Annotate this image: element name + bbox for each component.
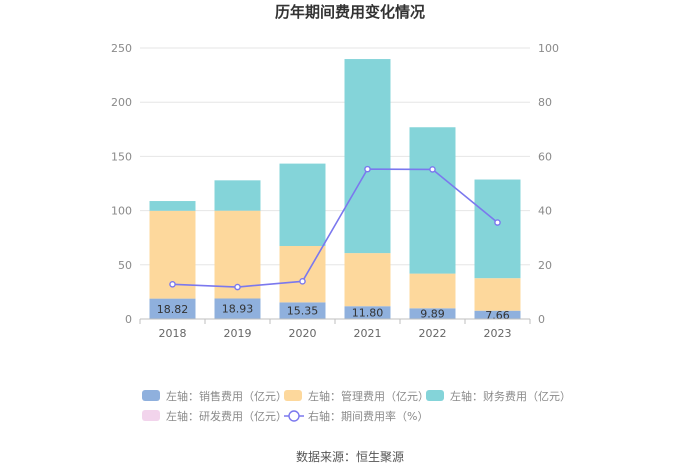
bar-管理费用-2023 <box>474 278 521 311</box>
data-label-2018: 18.82 <box>157 303 189 316</box>
legend-label: 左轴：财务费用（亿元） <box>450 389 571 403</box>
source-note: 数据来源：恒生聚源 <box>296 449 404 464</box>
legend-item-销售费用[interactable]: 左轴：销售费用（亿元） <box>142 389 287 403</box>
bar-财务费用-2022 <box>409 127 456 274</box>
left-tick-label: 200 <box>111 96 132 109</box>
legend-item-研发费用[interactable]: 左轴：研发费用（亿元） <box>142 409 287 423</box>
bar-财务费用-2023 <box>474 179 521 279</box>
bar-销售费用-2018 <box>149 298 196 319</box>
legend-label: 右轴：期间费用率（%） <box>308 409 428 423</box>
x-tick-label-2020: 2020 <box>289 327 317 340</box>
legend-swatch <box>284 390 302 401</box>
data-label-2019: 18.93 <box>222 303 254 316</box>
line-point-2020 <box>299 278 306 285</box>
legend-item-管理费用[interactable]: 左轴：管理费用（亿元） <box>284 389 429 403</box>
legend-item-财务费用[interactable]: 左轴：财务费用（亿元） <box>426 389 571 403</box>
bar-销售费用-2021 <box>344 306 391 319</box>
left-tick-label: 150 <box>111 150 132 163</box>
data-label-2022: 9.89 <box>420 308 445 321</box>
left-tick-label: 100 <box>111 205 132 218</box>
left-axis: 0 50 100 150 200 250 <box>111 42 132 326</box>
x-tick-label-2021: 2021 <box>354 327 382 340</box>
line-point-2022 <box>429 166 436 173</box>
data-label-2020: 15.35 <box>287 305 319 318</box>
right-tick-label: 100 <box>538 42 559 55</box>
legend-label: 左轴：研发费用（亿元） <box>166 409 287 423</box>
right-tick-label: 20 <box>538 259 552 272</box>
x-tick-label-2018: 2018 <box>159 327 187 340</box>
bar-管理费用-2021 <box>344 253 391 307</box>
left-tick-label: 50 <box>118 259 132 272</box>
data-label-2021: 11.80 <box>352 307 384 320</box>
legend-swatch <box>426 390 444 401</box>
chart-title: 历年期间费用变化情况 <box>275 3 425 21</box>
legend-label: 左轴：销售费用（亿元） <box>166 389 287 403</box>
line-point-2023 <box>494 219 501 226</box>
legend-swatch <box>142 390 160 401</box>
bar-销售费用-2019 <box>214 298 261 319</box>
bar-财务费用-2021 <box>344 59 391 254</box>
right-tick-label: 60 <box>538 150 552 163</box>
bar-series <box>149 59 521 319</box>
data-label-2023: 7.66 <box>485 309 510 322</box>
legend-swatch <box>142 410 160 421</box>
line-期间费用率 <box>172 168 499 288</box>
right-tick-label: 80 <box>538 96 552 109</box>
left-tick-label: 250 <box>111 42 132 55</box>
line-point-2019 <box>234 283 241 291</box>
line-point-2021 <box>364 165 371 173</box>
bar-销售费用-2020 <box>279 302 326 319</box>
line-point-2018 <box>169 281 176 288</box>
x-tick-label-2023: 2023 <box>484 327 512 340</box>
legend: 左轴：销售费用（亿元） 左轴：管理费用（亿元） 左轴：财务费用（亿元） 左轴：研发费用… <box>142 389 571 423</box>
x-tick-label-2022: 2022 <box>419 327 447 340</box>
legend-label: 左轴：管理费用（亿元） <box>308 389 429 403</box>
bar-财务费用-2019 <box>214 180 261 211</box>
right-axis: 0 20 40 60 80 100 <box>538 42 559 326</box>
bar-销售费用-2022 <box>409 308 456 319</box>
bar-管理费用-2022 <box>409 273 456 309</box>
legend-item-期间费用率[interactable]: 右轴：期间费用率（%） <box>284 409 428 423</box>
legend-marker <box>288 410 300 422</box>
bar-财务费用-2020 <box>279 163 326 246</box>
right-tick-label: 40 <box>538 205 552 218</box>
line-series <box>169 165 501 291</box>
gridlines <box>140 47 530 266</box>
x-axis-ticks: 2018 2019 2020 2021 2022 2023 <box>139 319 531 340</box>
bar-销售费用-2023 <box>474 310 521 319</box>
left-tick-label: 0 <box>125 313 132 326</box>
x-tick-label-2019: 2019 <box>224 327 252 340</box>
bar-财务费用-2018 <box>149 201 196 211</box>
right-tick-label: 0 <box>538 313 545 326</box>
data-labels: 18.82 18.93 15.35 11.80 9.89 7.66 <box>157 303 510 322</box>
